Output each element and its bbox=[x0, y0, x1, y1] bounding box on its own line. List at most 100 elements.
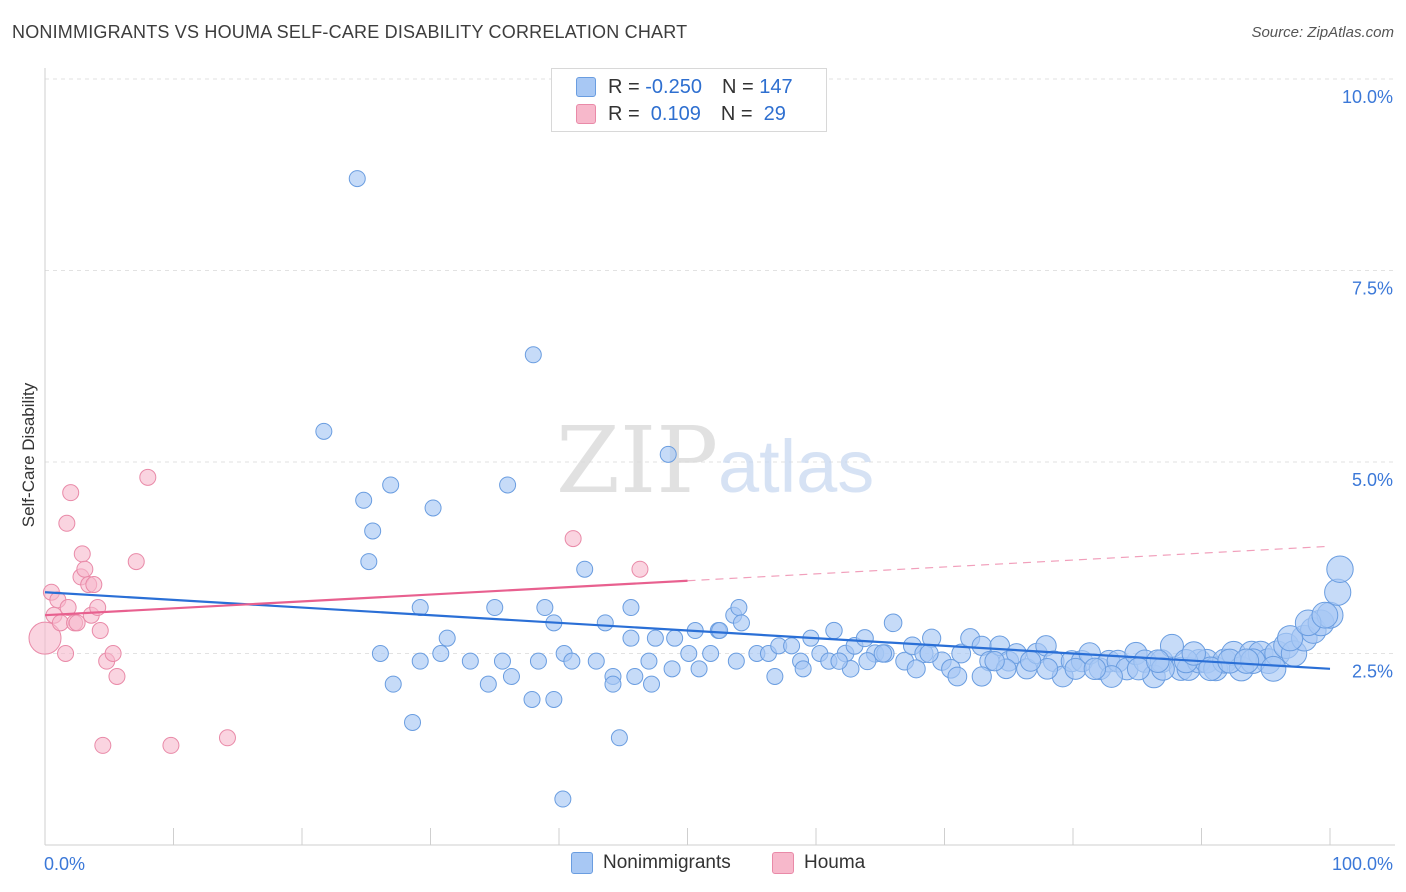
data-point-nonimmigrants bbox=[587, 652, 605, 670]
data-point-houma bbox=[631, 560, 649, 578]
legend-r-label: R = bbox=[608, 75, 640, 98]
data-point-houma bbox=[91, 622, 109, 640]
data-point-nonimmigrants bbox=[1260, 655, 1287, 682]
data-point-nonimmigrants bbox=[479, 675, 497, 693]
data-point-nonimmigrants bbox=[690, 660, 708, 678]
data-point-nonimmigrants bbox=[424, 499, 442, 517]
data-point-nonimmigrants bbox=[873, 644, 893, 663]
data-point-nonimmigrants bbox=[604, 675, 622, 693]
data-point-nonimmigrants bbox=[502, 667, 520, 685]
data-point-nonimmigrants bbox=[355, 491, 373, 509]
data-point-nonimmigrants bbox=[486, 599, 504, 617]
data-point-houma bbox=[94, 736, 112, 754]
data-point-nonimmigrants bbox=[536, 599, 554, 617]
data-point-nonimmigrants bbox=[576, 560, 594, 578]
legend-item-houma[interactable]: Houma bbox=[772, 852, 865, 874]
data-point-nonimmigrants bbox=[906, 659, 926, 679]
data-point-nonimmigrants bbox=[384, 675, 402, 693]
data-point-nonimmigrants bbox=[404, 713, 422, 731]
legend-item-nonimmigrants[interactable]: Nonimmigrants bbox=[571, 852, 731, 874]
legend-label-houma: Houma bbox=[804, 852, 866, 873]
legend-swatch-pink bbox=[576, 104, 596, 124]
legend-n-label: N = bbox=[721, 75, 754, 98]
data-point-nonimmigrants bbox=[727, 652, 745, 670]
data-point-nonimmigrants bbox=[825, 621, 843, 640]
data-point-nonimmigrants bbox=[371, 645, 389, 662]
data-point-nonimmigrants bbox=[640, 652, 658, 670]
data-point-nonimmigrants bbox=[730, 599, 748, 617]
watermark: ZIP atlas bbox=[556, 407, 874, 514]
data-point-houma bbox=[127, 553, 145, 571]
data-point-nonimmigrants bbox=[830, 652, 848, 670]
data-point-nonimmigrants bbox=[499, 476, 517, 494]
legend-n-value: 29 bbox=[758, 102, 786, 125]
data-point-houma bbox=[139, 468, 157, 486]
y-tick-label: 2.5% bbox=[1352, 662, 1393, 682]
legend-label-nonimmigrants: Nonimmigrants bbox=[603, 852, 731, 873]
legend-swatch-blue bbox=[571, 852, 593, 874]
data-point-nonimmigrants bbox=[461, 652, 479, 670]
data-point-nonimmigrants bbox=[1083, 657, 1107, 681]
y-tick-label: 7.5% bbox=[1352, 279, 1393, 299]
chart-title: NONIMMIGRANTS VS HOUMA SELF-CARE DISABIL… bbox=[12, 22, 688, 42]
data-point-nonimmigrants bbox=[711, 622, 729, 640]
data-point-houma bbox=[68, 614, 86, 632]
data-point-nonimmigrants bbox=[1326, 555, 1354, 583]
data-point-nonimmigrants bbox=[858, 652, 877, 671]
legend-r-label: R = bbox=[608, 102, 640, 125]
source-label: Source: ZipAtlas.com bbox=[1251, 24, 1394, 41]
data-point-nonimmigrants bbox=[646, 629, 664, 647]
axes bbox=[44, 68, 1395, 846]
data-point-nonimmigrants bbox=[1233, 648, 1260, 674]
trend-lines bbox=[44, 545, 1331, 670]
data-point-nonimmigrants bbox=[622, 629, 640, 647]
data-point-nonimmigrants bbox=[382, 476, 400, 494]
data-point-nonimmigrants bbox=[659, 445, 677, 463]
data-point-nonimmigrants bbox=[1311, 601, 1339, 629]
data-point-nonimmigrants bbox=[554, 790, 572, 808]
data-point-nonimmigrants bbox=[855, 629, 874, 648]
data-point-nonimmigrants bbox=[702, 645, 720, 662]
data-point-nonimmigrants bbox=[563, 652, 581, 670]
data-point-nonimmigrants bbox=[951, 643, 972, 664]
data-point-nonimmigrants bbox=[794, 660, 812, 678]
data-point-houma bbox=[28, 621, 62, 655]
data-point-nonimmigrants bbox=[622, 599, 640, 617]
data-point-nonimmigrants bbox=[1019, 650, 1042, 672]
correlation-legend: R = -0.250 N = 147 R = 0.109 N = 29 bbox=[551, 68, 827, 132]
watermark-atlas: atlas bbox=[718, 425, 874, 508]
data-point-houma bbox=[218, 729, 236, 747]
trend-line-nonimmigrants bbox=[44, 591, 1331, 670]
data-point-nonimmigrants bbox=[732, 614, 750, 632]
data-point-nonimmigrants bbox=[971, 666, 992, 687]
data-point-nonimmigrants bbox=[545, 690, 563, 708]
data-point-houma bbox=[85, 576, 103, 594]
data-point-nonimmigrants bbox=[432, 645, 450, 662]
x-tick-label: 100.0% bbox=[1332, 854, 1393, 874]
legend-swatch-blue bbox=[576, 77, 596, 97]
trend-line-houma bbox=[44, 579, 688, 617]
data-point-houma bbox=[57, 645, 75, 662]
y-axis-label: Self-Care Disability bbox=[19, 382, 38, 527]
data-point-houma bbox=[76, 560, 94, 578]
data-point-nonimmigrants bbox=[610, 729, 628, 747]
data-point-houma bbox=[51, 614, 69, 632]
data-point-houma bbox=[58, 514, 76, 532]
data-point-nonimmigrants bbox=[766, 667, 784, 685]
data-point-nonimmigrants bbox=[411, 652, 429, 670]
legend-row-houma: R = 0.109 N = 29 bbox=[576, 102, 786, 126]
data-point-nonimmigrants bbox=[947, 666, 968, 687]
data-point-nonimmigrants bbox=[1277, 625, 1304, 652]
data-point-nonimmigrants bbox=[529, 652, 547, 670]
grid-lines bbox=[45, 78, 1395, 654]
data-point-nonimmigrants bbox=[643, 675, 661, 693]
data-point-nonimmigrants bbox=[411, 599, 429, 617]
tick-labels: 2.5% 5.0% 7.5% 10.0% 0.0% 100.0% bbox=[44, 87, 1393, 874]
x-tick-label: 0.0% bbox=[44, 854, 85, 874]
data-point-houma bbox=[73, 545, 91, 563]
data-point-nonimmigrants bbox=[438, 629, 456, 647]
data-point-nonimmigrants bbox=[315, 422, 333, 440]
data-point-nonimmigrants bbox=[1159, 633, 1184, 658]
data-point-houma bbox=[104, 645, 122, 662]
legend-r-value: 0.109 bbox=[645, 102, 701, 125]
